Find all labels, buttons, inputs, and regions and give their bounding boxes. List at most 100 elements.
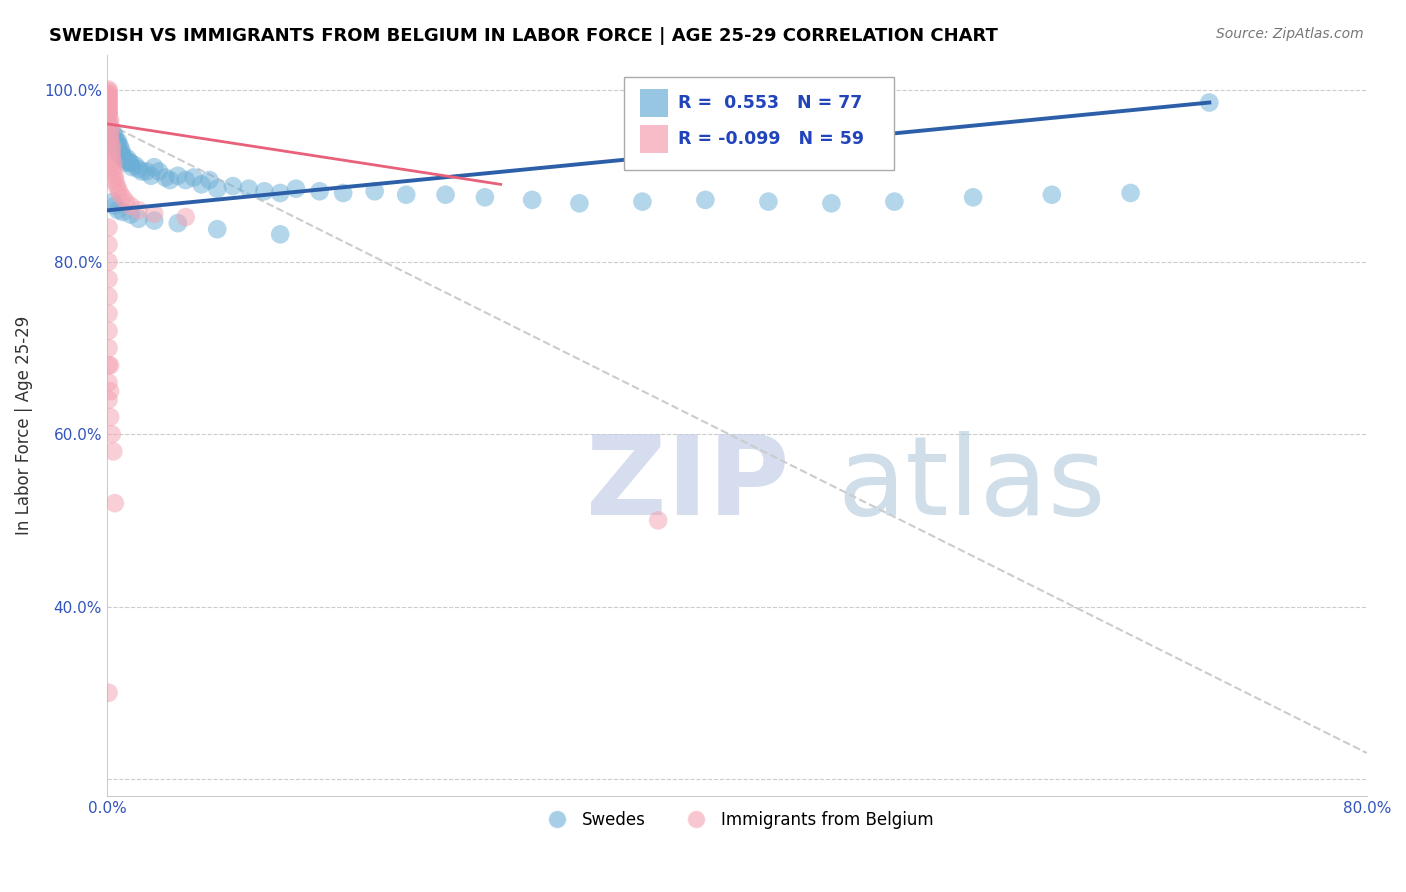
Point	[332, 186, 354, 200]
Point	[97, 376, 120, 390]
Point	[103, 156, 125, 170]
Point	[98, 126, 121, 140]
Point	[98, 117, 121, 131]
Point	[308, 184, 330, 198]
Point	[434, 187, 457, 202]
Point	[97, 686, 120, 700]
Point	[111, 147, 134, 161]
Point	[97, 86, 120, 100]
Point	[115, 156, 138, 170]
Point	[97, 82, 120, 96]
Text: R =  0.553   N = 77: R = 0.553 N = 77	[678, 95, 862, 112]
Point	[100, 138, 122, 153]
Point	[108, 147, 131, 161]
Point	[127, 211, 149, 226]
Text: R = -0.099   N = 59: R = -0.099 N = 59	[678, 130, 863, 148]
Point	[166, 216, 188, 230]
Point	[238, 182, 260, 196]
Point	[1119, 186, 1142, 200]
Point	[111, 152, 134, 166]
Point	[104, 199, 127, 213]
Point	[883, 194, 905, 209]
Point	[98, 359, 121, 373]
Point	[205, 182, 228, 196]
Point	[97, 89, 120, 103]
Point	[115, 194, 138, 209]
Point	[1198, 95, 1220, 110]
Point	[97, 255, 120, 269]
Point	[108, 138, 131, 153]
Point	[174, 173, 197, 187]
Point	[183, 170, 205, 185]
Point	[97, 95, 120, 109]
Y-axis label: In Labor Force | Age 25-29: In Labor Force | Age 25-29	[15, 316, 32, 535]
Point	[107, 134, 129, 148]
Point	[111, 205, 134, 219]
Point	[117, 152, 139, 166]
Point	[124, 158, 146, 172]
Point	[120, 208, 142, 222]
Point	[97, 108, 120, 122]
Point	[159, 173, 181, 187]
Point	[647, 513, 669, 527]
Point	[120, 199, 142, 213]
Point	[100, 152, 122, 166]
Point	[100, 147, 122, 161]
Point	[135, 164, 157, 178]
Point	[97, 98, 120, 112]
Point	[110, 147, 132, 161]
Text: SWEDISH VS IMMIGRANTS FROM BELGIUM IN LABOR FORCE | AGE 25-29 CORRELATION CHART: SWEDISH VS IMMIGRANTS FROM BELGIUM IN LA…	[49, 27, 998, 45]
Point	[1040, 187, 1063, 202]
Point	[97, 289, 120, 303]
Point	[98, 130, 121, 145]
Point	[97, 324, 120, 338]
Point	[97, 102, 120, 116]
Point	[103, 143, 125, 157]
Point	[97, 84, 120, 98]
Point	[105, 178, 128, 192]
Bar	[640, 89, 668, 118]
Point	[104, 134, 127, 148]
Point	[695, 193, 717, 207]
Point	[198, 173, 221, 187]
Point	[143, 207, 166, 221]
Point	[474, 190, 496, 204]
Point	[166, 169, 188, 183]
Point	[253, 184, 276, 198]
Point	[97, 220, 120, 235]
Point	[155, 170, 177, 185]
Point	[395, 187, 418, 202]
Point	[104, 130, 127, 145]
Point	[103, 444, 125, 458]
Point	[97, 359, 120, 373]
Point	[520, 193, 543, 207]
Point	[97, 307, 120, 321]
Point	[107, 203, 129, 218]
Point	[120, 156, 142, 170]
Point	[111, 190, 134, 204]
Point	[100, 130, 122, 145]
Point	[98, 121, 121, 136]
Point	[104, 169, 127, 183]
Point	[98, 409, 121, 424]
Point	[97, 341, 120, 355]
Point	[105, 138, 128, 153]
Point	[115, 153, 138, 168]
Point	[112, 152, 135, 166]
Point	[107, 138, 129, 153]
Point	[174, 210, 197, 224]
Point	[98, 384, 121, 399]
Point	[148, 164, 170, 178]
Point	[105, 143, 128, 157]
Point	[97, 392, 120, 407]
Text: atlas: atlas	[838, 432, 1107, 539]
Point	[110, 143, 132, 157]
Point	[97, 96, 120, 111]
Text: Source: ZipAtlas.com: Source: ZipAtlas.com	[1216, 27, 1364, 41]
Point	[284, 182, 307, 196]
Point	[104, 138, 127, 153]
Point	[103, 164, 125, 178]
Point	[758, 194, 780, 209]
Point	[97, 105, 120, 120]
Point	[98, 126, 121, 140]
